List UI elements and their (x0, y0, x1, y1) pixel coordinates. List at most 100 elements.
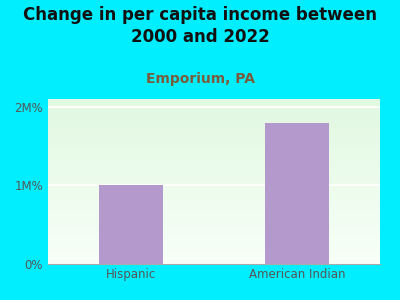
Bar (48, 237, 380, 238)
Bar (48, 183, 380, 184)
Bar (48, 156, 380, 157)
Bar (48, 100, 380, 101)
Bar (48, 234, 380, 235)
Text: Change in per capita income between
2000 and 2022: Change in per capita income between 2000… (23, 6, 377, 46)
Bar (48, 112, 380, 113)
Bar (48, 124, 380, 125)
Bar (48, 170, 380, 171)
Bar (48, 213, 380, 214)
Bar (48, 119, 380, 120)
Bar (48, 115, 380, 116)
Bar (48, 157, 380, 158)
Bar (48, 224, 380, 225)
Bar (48, 189, 380, 190)
Bar (48, 160, 380, 161)
Bar (48, 208, 380, 209)
Bar (48, 258, 380, 259)
Bar (48, 259, 380, 260)
Bar (48, 114, 380, 115)
Bar (48, 149, 380, 150)
Bar (48, 161, 380, 162)
Bar (48, 197, 380, 198)
Bar (48, 225, 380, 226)
Text: Emporium, PA: Emporium, PA (146, 72, 254, 86)
Bar (266, 123, 328, 264)
Bar (48, 175, 380, 176)
Bar (48, 212, 380, 213)
Bar (48, 116, 380, 117)
Bar (48, 150, 380, 151)
Bar (48, 245, 380, 246)
Bar (48, 206, 380, 207)
Bar (48, 243, 380, 244)
Bar (48, 128, 380, 129)
Bar (48, 198, 380, 199)
Bar (48, 202, 380, 203)
Bar (48, 236, 380, 237)
Bar (48, 158, 380, 159)
Bar (100, 185, 162, 264)
Bar (48, 125, 380, 126)
Bar (48, 176, 380, 177)
Bar (48, 253, 380, 254)
Bar (48, 186, 380, 187)
Bar (48, 216, 380, 217)
Bar (48, 223, 380, 224)
Bar (48, 152, 380, 153)
Bar (48, 232, 380, 233)
Bar (48, 250, 380, 251)
Bar (48, 203, 380, 204)
Bar (48, 122, 380, 123)
Bar (48, 214, 380, 215)
Bar (48, 120, 380, 121)
Bar (48, 111, 380, 112)
Bar (48, 215, 380, 216)
Bar (48, 155, 380, 156)
Bar (48, 154, 380, 155)
Bar (48, 190, 380, 191)
Bar (48, 251, 380, 252)
Bar (48, 130, 380, 131)
Bar (48, 159, 380, 160)
Bar (48, 109, 380, 110)
Bar (48, 148, 380, 149)
Bar (48, 246, 380, 247)
Bar (48, 104, 380, 105)
Bar (48, 252, 380, 253)
Bar (48, 103, 380, 104)
Bar (48, 164, 380, 165)
Bar (48, 145, 380, 146)
Bar (48, 147, 380, 148)
Bar (48, 182, 380, 183)
Bar (48, 241, 380, 242)
Bar (48, 151, 380, 152)
Bar (48, 110, 380, 111)
Bar (48, 140, 380, 141)
Bar (48, 131, 380, 132)
Bar (48, 220, 380, 221)
Bar (48, 244, 380, 245)
Bar (48, 181, 380, 182)
Bar (48, 219, 380, 220)
Bar (48, 141, 380, 142)
Bar (48, 139, 380, 140)
Bar (48, 117, 380, 118)
Bar (48, 227, 380, 228)
Bar (48, 240, 380, 241)
Bar (48, 188, 380, 189)
Bar (48, 196, 380, 197)
Bar (48, 233, 380, 234)
Bar (48, 173, 380, 174)
Bar (48, 126, 380, 127)
Bar (48, 255, 380, 256)
Bar (48, 179, 380, 180)
Bar (48, 134, 380, 135)
Bar (48, 132, 380, 133)
Bar (48, 209, 380, 210)
Bar (48, 118, 380, 119)
Bar (48, 107, 380, 108)
Bar (48, 210, 380, 211)
Bar (48, 218, 380, 219)
Bar (48, 247, 380, 248)
Bar (48, 261, 380, 262)
